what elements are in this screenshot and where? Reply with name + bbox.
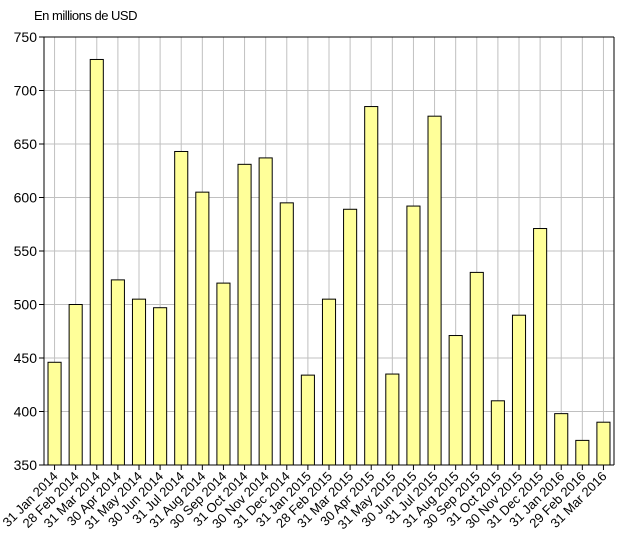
bar [364,106,379,466]
bar [131,298,147,466]
bar [511,314,527,466]
y-tick-label: 500 [14,297,38,313]
bar [300,374,315,466]
y-axis-title: En millions de USD [34,8,138,23]
bar [469,271,484,466]
bar [258,157,273,466]
bar [153,307,168,466]
y-tick-label: 650 [14,136,38,152]
bar [490,400,505,466]
bar [237,163,252,466]
bar [554,413,569,466]
bar [47,361,62,466]
bar [68,304,83,466]
bar [533,228,548,466]
y-tick-label: 450 [14,350,38,366]
bar [174,150,189,466]
bar [385,373,400,466]
y-tick-label: 700 [14,83,38,99]
bar [321,298,337,466]
y-tick-label: 350 [14,457,38,473]
y-tick-label: 600 [14,190,38,206]
bar [195,191,210,466]
bar [343,208,358,466]
bar [279,202,294,466]
bar [427,115,442,466]
y-tick-label: 400 [14,404,38,420]
bar [89,58,104,466]
bar [406,205,421,466]
y-tick-label: 750 [14,29,38,45]
bar [596,421,611,466]
bar [216,282,231,466]
y-tick-label: 550 [14,243,38,259]
bar [448,335,463,466]
bar [110,279,125,466]
bars [47,58,611,466]
bar [575,439,590,466]
